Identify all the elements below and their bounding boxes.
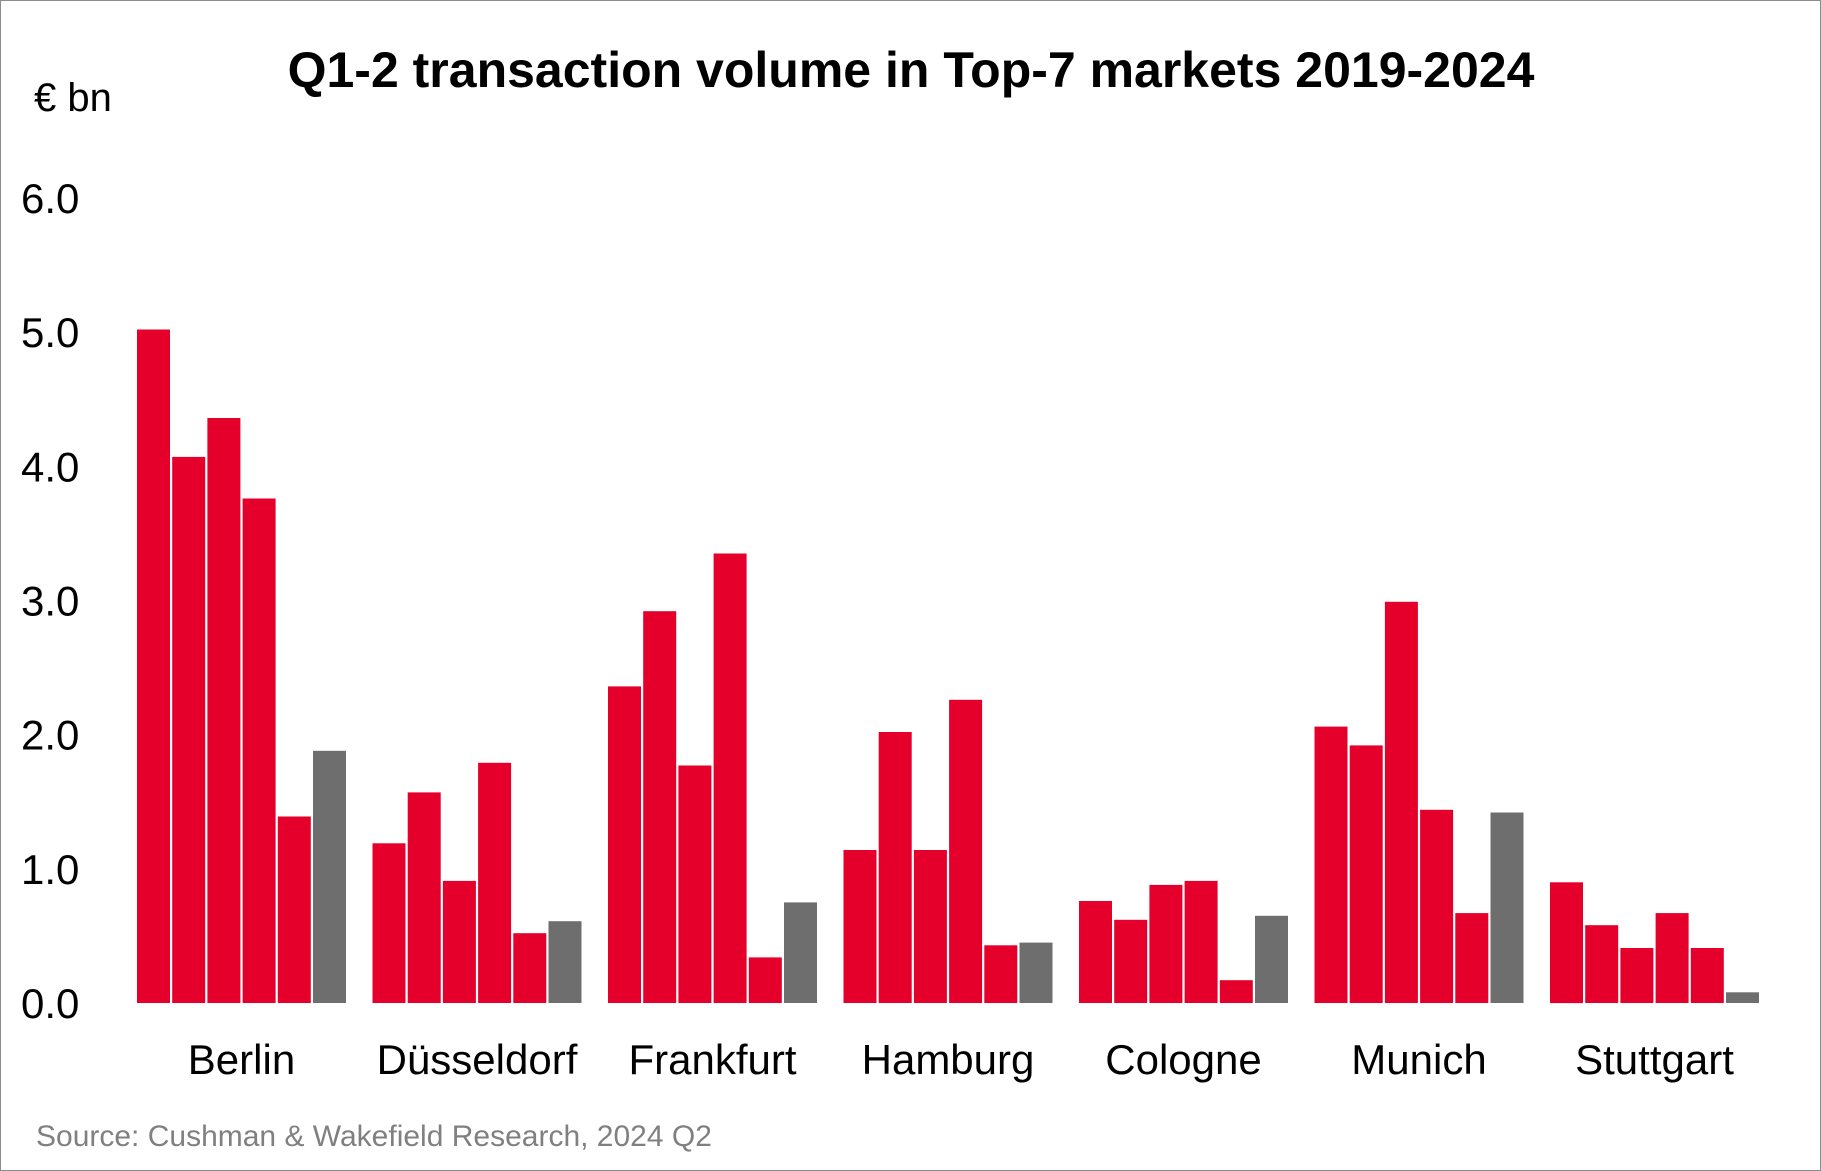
bar-cologne-2023: [1219, 980, 1253, 1003]
bar-cologne-2022: [1184, 880, 1218, 1003]
bar-frankfurt-2020: [643, 611, 677, 1003]
bar-dsseldorf-2019: [372, 843, 406, 1003]
y-tick-label: 5.0: [21, 309, 79, 356]
bar-stuttgart-2021: [1620, 948, 1654, 1003]
bar-stuttgart-2024: [1726, 992, 1759, 1003]
category-label: Stuttgart: [1575, 1036, 1734, 1083]
y-tick-label: 6.0: [21, 175, 79, 222]
bar-munich-2021: [1384, 601, 1418, 1003]
bar-dsseldorf-2020: [407, 792, 441, 1003]
y-axis-unit-label: € bn: [34, 76, 112, 120]
bar-frankfurt-2019: [608, 686, 641, 1003]
bar-cologne-2024: [1255, 915, 1288, 1003]
bar-cologne-2019: [1079, 901, 1112, 1003]
bar-hamburg-2022: [949, 699, 983, 1003]
bars-group: [137, 329, 1759, 1004]
category-label: Cologne: [1105, 1036, 1261, 1083]
bar-frankfurt-2021: [678, 765, 712, 1003]
bar-munich-2019: [1314, 726, 1348, 1003]
bar-stuttgart-2019: [1550, 882, 1583, 1004]
y-tick-label: 4.0: [21, 443, 79, 490]
category-label: Hamburg: [862, 1036, 1035, 1083]
bar-berlin-2023: [277, 816, 311, 1003]
bar-stuttgart-2022: [1655, 913, 1689, 1003]
bar-munich-2023: [1455, 913, 1489, 1003]
bar-berlin-2024: [313, 750, 346, 1003]
bar-munich-2020: [1349, 745, 1383, 1003]
bar-frankfurt-2024: [784, 902, 817, 1003]
bar-hamburg-2021: [913, 850, 947, 1003]
bar-hamburg-2020: [878, 732, 912, 1003]
bar-berlin-2020: [172, 456, 206, 1003]
bar-dsseldorf-2024: [548, 921, 582, 1003]
bar-cologne-2021: [1149, 884, 1183, 1003]
bar-hamburg-2019: [843, 850, 877, 1003]
category-label: Berlin: [188, 1036, 295, 1083]
source-note: Source: Cushman & Wakefield Research, 20…: [36, 1120, 712, 1153]
bar-berlin-2021: [207, 418, 241, 1003]
y-tick-label: 0.0: [21, 980, 79, 1027]
y-tick-label: 1.0: [21, 846, 79, 893]
bar-berlin-2019: [137, 329, 170, 1003]
category-label: Frankfurt: [628, 1036, 796, 1083]
bar-berlin-2022: [242, 498, 276, 1003]
y-axis-ticks: 0.0 1.0 2.0 3.0 4.0 5.0 6.0: [21, 175, 79, 1027]
bar-hamburg-2024: [1019, 942, 1053, 1003]
y-tick-label: 2.0: [21, 712, 79, 759]
bar-munich-2024: [1490, 812, 1524, 1003]
bar-hamburg-2023: [984, 945, 1018, 1003]
y-tick-label: 3.0: [21, 578, 79, 625]
bar-frankfurt-2023: [748, 957, 782, 1003]
bar-dsseldorf-2022: [478, 762, 512, 1003]
bar-stuttgart-2020: [1585, 925, 1619, 1003]
bar-stuttgart-2023: [1690, 948, 1724, 1003]
chart-title: Q1-2 transaction volume in Top-7 markets…: [288, 42, 1535, 98]
x-axis-category-labels: Berlin Düsseldorf Frankfurt Hamburg Cologne M…: [188, 1036, 1734, 1083]
bar-cologne-2020: [1114, 919, 1148, 1003]
bar-dsseldorf-2023: [513, 933, 547, 1003]
bar-munich-2022: [1420, 809, 1454, 1003]
category-label: Munich: [1351, 1036, 1486, 1083]
category-label: Düsseldorf: [377, 1036, 578, 1083]
bar-frankfurt-2022: [713, 553, 747, 1003]
bar-dsseldorf-2021: [442, 880, 476, 1003]
